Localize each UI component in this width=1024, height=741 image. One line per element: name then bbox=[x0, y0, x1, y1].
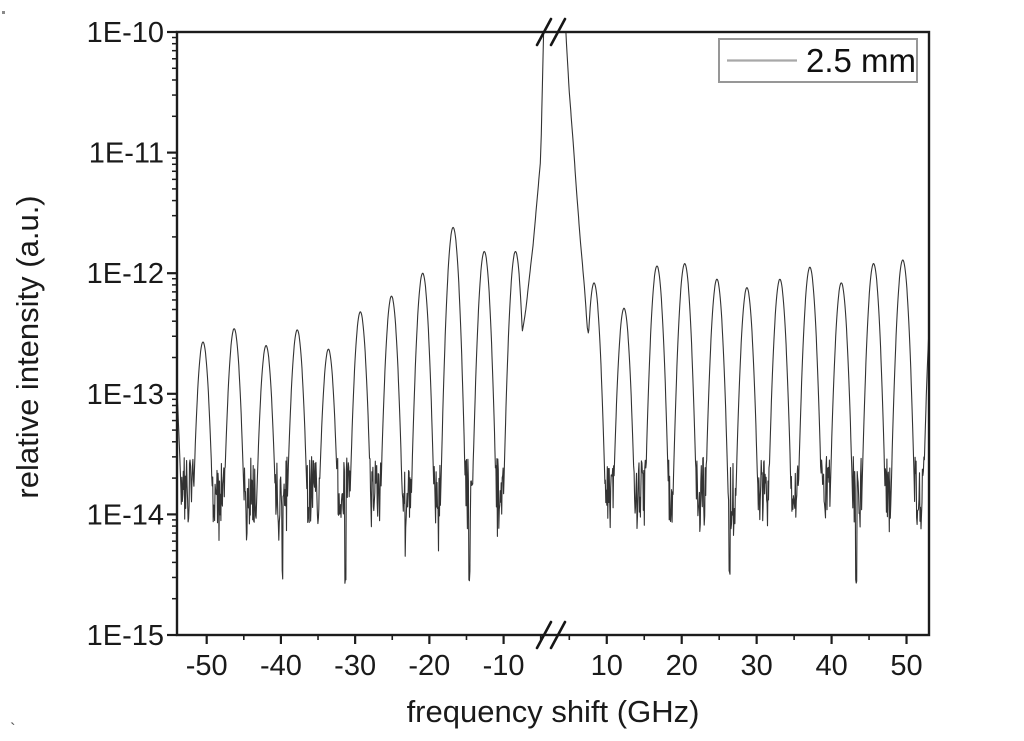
x-tick-label: -40 bbox=[260, 650, 302, 682]
y-tick-label: 1E-10 bbox=[87, 17, 164, 49]
y-tick-label: 1E-13 bbox=[87, 379, 164, 411]
speck-mark bbox=[2, 11, 5, 14]
y-tick-label: 1E-12 bbox=[87, 258, 164, 290]
axis-break-marks bbox=[535, 17, 567, 650]
x-tick-label: 10 bbox=[591, 650, 623, 682]
legend-label: 2.5 mm bbox=[806, 42, 916, 79]
axis-break-slash bbox=[535, 17, 553, 47]
axes-group bbox=[167, 30, 931, 644]
x-tick-label: -50 bbox=[186, 650, 228, 682]
y-axis-title: relative intensity (a.u.) bbox=[10, 195, 45, 498]
x-tick-label: 20 bbox=[666, 650, 698, 682]
axis-break-slash bbox=[535, 620, 553, 650]
x-tick-label: -10 bbox=[483, 650, 525, 682]
y-tick-label: 1E-14 bbox=[87, 499, 164, 531]
plot-frame bbox=[175, 30, 931, 637]
x-tick-label: 40 bbox=[815, 650, 847, 682]
x-tick-label: -30 bbox=[334, 650, 376, 682]
y-tick-label: 1E-11 bbox=[89, 138, 164, 170]
stray-mark: ` bbox=[10, 720, 16, 739]
x-tick-label: 30 bbox=[741, 650, 773, 682]
x-tick-label: -20 bbox=[408, 650, 450, 682]
x-axis-title: frequency shift (GHz) bbox=[407, 694, 700, 729]
x-tick-label: 50 bbox=[890, 650, 922, 682]
spectrum-curve-group bbox=[177, 32, 929, 584]
tick-labels-group: -50 -40 -30 -20 -10 10 20 30 40 50 1E-10 1E-11 1E-12… bbox=[87, 17, 923, 682]
spectrum-curve bbox=[177, 32, 929, 584]
y-tick-label: 1E-15 bbox=[87, 620, 164, 652]
legend: 2.5 mm bbox=[718, 38, 918, 83]
axis-break-slash bbox=[549, 620, 567, 650]
axis-break-slash bbox=[549, 17, 567, 47]
